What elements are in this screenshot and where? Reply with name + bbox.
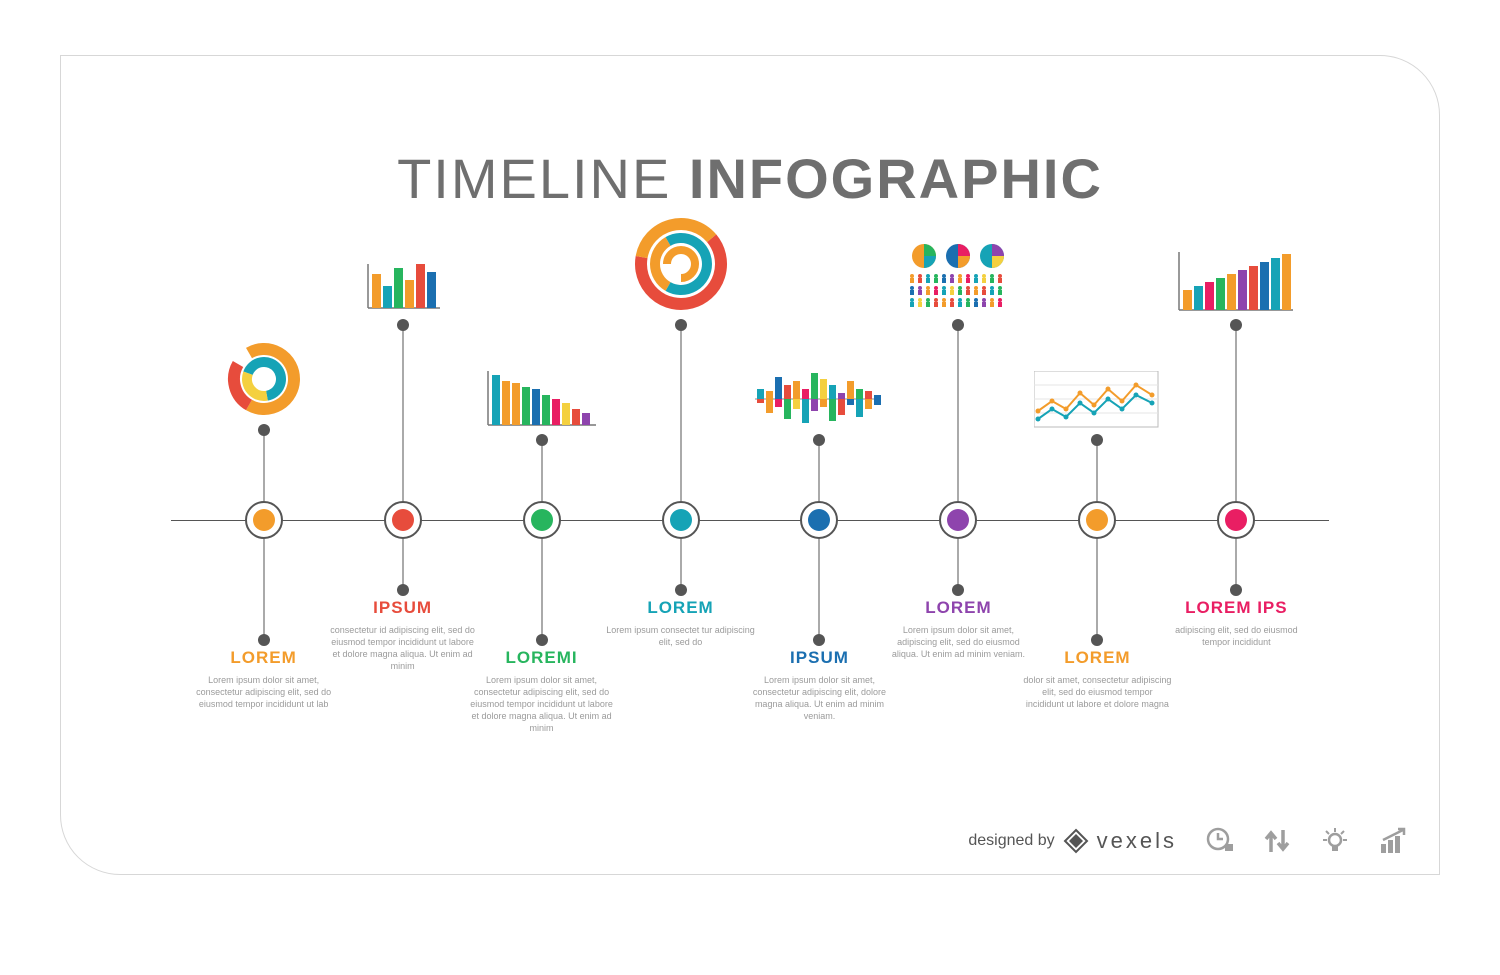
timeline: LOREM Lorem ipsum dolor sit amet, consect… bbox=[171, 256, 1329, 744]
timeline-label: LOREM dolor sit amet, consectetur adipisc… bbox=[1022, 648, 1172, 710]
timeline-label-body: dolor sit amet, consectetur adipiscing e… bbox=[1022, 674, 1172, 710]
line-chart-icon bbox=[1034, 371, 1160, 434]
timeline-label-body: Lorem ipsum dolor sit amet, adipiscing e… bbox=[883, 624, 1033, 660]
lightbulb-icon bbox=[1319, 826, 1351, 856]
infographic-frame: TIMELINE INFOGRAPHIC LOREMLorem ipsum do… bbox=[60, 55, 1440, 875]
timeline-stem-dot bbox=[1091, 434, 1103, 446]
timeline-stem-dot bbox=[1230, 584, 1242, 596]
timeline-label: LOREM IPS adipiscing elit, sed do eiusmod… bbox=[1161, 598, 1311, 648]
clock-icon bbox=[1205, 826, 1235, 856]
credit: designed by vexels bbox=[968, 828, 1177, 854]
donut-arc-icon bbox=[224, 339, 304, 424]
timeline-node bbox=[662, 501, 700, 539]
timeline-node bbox=[800, 501, 838, 539]
timeline-stem-dot bbox=[1091, 634, 1103, 646]
bars-grad-icon bbox=[1175, 250, 1297, 319]
timeline-label-body: adipiscing elit, sed do eiusmod tempor i… bbox=[1161, 624, 1311, 648]
bars-desc-icon bbox=[484, 369, 600, 434]
timeline-stem-dot bbox=[536, 634, 548, 646]
timeline-node bbox=[245, 501, 283, 539]
timeline-stem-dot bbox=[813, 434, 825, 446]
timeline-stem-dot bbox=[952, 584, 964, 596]
bars-small-icon bbox=[362, 258, 444, 319]
barchart-arrow-icon bbox=[1379, 826, 1409, 856]
timeline-node bbox=[1217, 501, 1255, 539]
timeline-label-title: LOREM bbox=[1022, 648, 1172, 668]
timeline-stem-dot bbox=[675, 319, 687, 331]
timeline-label-title: LOREM bbox=[883, 598, 1033, 618]
timeline-stem-dot bbox=[813, 634, 825, 646]
timeline-stem-dot bbox=[258, 634, 270, 646]
title-bold: INFOGRAPHIC bbox=[689, 147, 1103, 210]
timeline-stem-dot bbox=[397, 584, 409, 596]
timeline-label-title: IPSUM bbox=[744, 648, 894, 668]
timeline-stem-dot bbox=[397, 319, 409, 331]
radial-rings-icon bbox=[631, 214, 731, 319]
timeline-label: LOREMI Lorem ipsum dolor sit amet, consec… bbox=[467, 648, 617, 735]
timeline-label-body: Lorem ipsum consectet tur adipiscing eli… bbox=[606, 624, 756, 648]
timeline-label-body: Lorem ipsum dolor sit amet, consectetur … bbox=[189, 674, 339, 710]
timeline-node bbox=[523, 501, 561, 539]
timeline-label: IPSUM Lorem ipsum dolor sit amet, consect… bbox=[744, 648, 894, 723]
timeline-label-body: Lorem ipsum dolor sit amet, consectetur … bbox=[467, 674, 617, 735]
timeline-label: LOREM Lorem ipsum consectet tur adipiscin… bbox=[606, 598, 756, 648]
timeline-stem-dot bbox=[952, 319, 964, 331]
timeline-label-title: LOREMI bbox=[467, 648, 617, 668]
timeline-node bbox=[939, 501, 977, 539]
brand-logo-icon bbox=[1063, 828, 1089, 854]
timeline-label: IPSUM consectetur id adipiscing elit, sed… bbox=[328, 598, 478, 673]
pie-people-icon bbox=[906, 242, 1010, 319]
timeline-label-body: consectetur id adipiscing elit, sed do e… bbox=[328, 624, 478, 673]
up-down-arrows-icon bbox=[1263, 826, 1291, 856]
timeline-stem-dot bbox=[675, 584, 687, 596]
timeline-label-title: LOREM IPS bbox=[1161, 598, 1311, 618]
credit-prefix: designed by bbox=[968, 832, 1054, 850]
tornado-bars-icon bbox=[755, 369, 883, 434]
page-title: TIMELINE INFOGRAPHIC bbox=[61, 146, 1439, 211]
timeline-stem-dot bbox=[1230, 319, 1242, 331]
timeline-label-body: Lorem ipsum dolor sit amet, consectetur … bbox=[744, 674, 894, 723]
footer: designed by vexels bbox=[968, 826, 1409, 856]
timeline-label: LOREM Lorem ipsum dolor sit amet, adipisc… bbox=[883, 598, 1033, 660]
timeline-stem-dot bbox=[258, 424, 270, 436]
timeline-label-title: LOREM bbox=[606, 598, 756, 618]
timeline-node bbox=[1078, 501, 1116, 539]
timeline-stem-dot bbox=[536, 434, 548, 446]
timeline-label: LOREM Lorem ipsum dolor sit amet, consect… bbox=[189, 648, 339, 710]
timeline-node bbox=[384, 501, 422, 539]
timeline-label-title: IPSUM bbox=[328, 598, 478, 618]
timeline-label-title: LOREM bbox=[189, 648, 339, 668]
brand-name: vexels bbox=[1097, 828, 1177, 854]
title-light: TIMELINE bbox=[397, 147, 689, 210]
